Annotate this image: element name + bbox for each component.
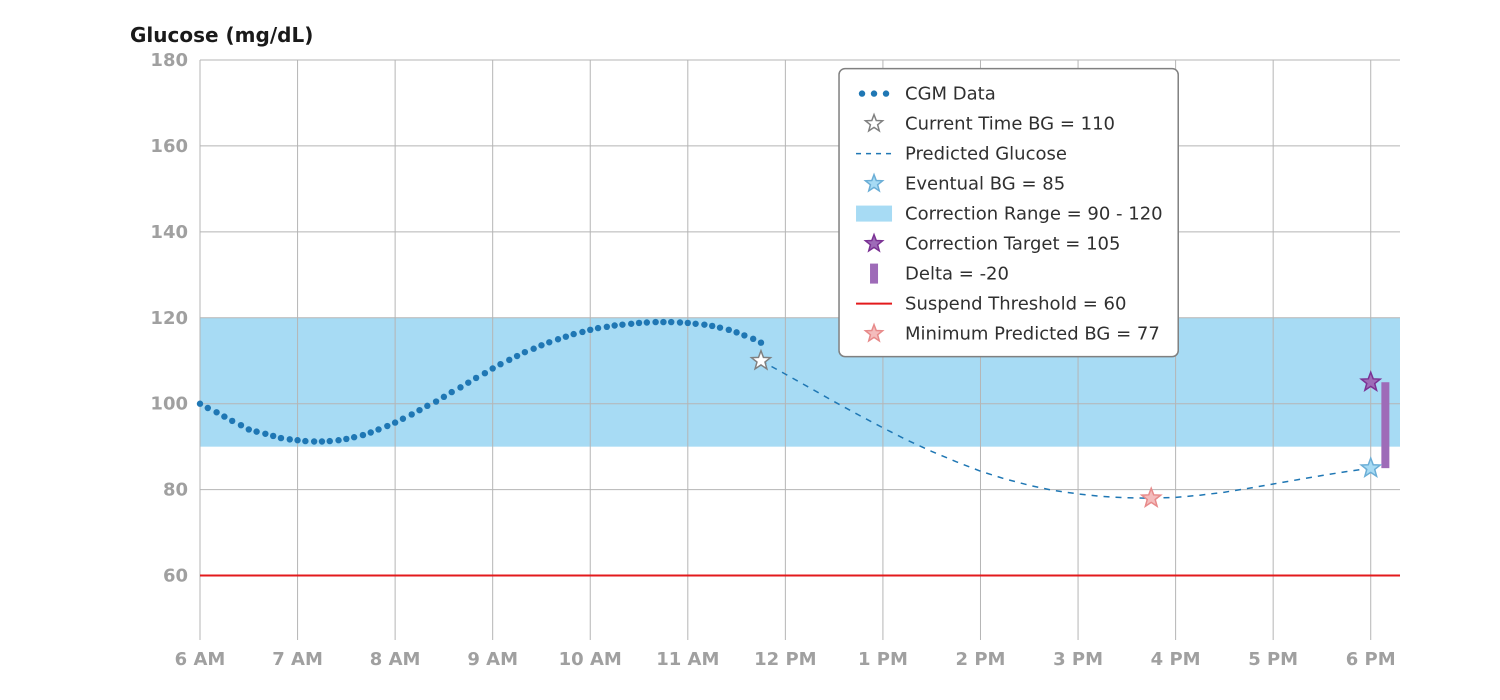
glucose-chart: 6 AM 7 AM 8 AM 9 AM 10 AM 11 AM 12 PM 1 PM 2 PM 3… — [0, 0, 1500, 700]
y-tick-label: 180 — [150, 50, 188, 71]
legend-label: Correction Target = 105 — [905, 234, 1120, 255]
y-tick-label: 100 — [150, 394, 188, 415]
x-tick-label: 12 PM — [754, 649, 816, 670]
x-tick-label: 9 AM — [467, 649, 518, 670]
y-tick-label: 160 — [150, 136, 188, 157]
legend-label: CGM Data — [905, 84, 996, 105]
x-tick-label: 4 PM — [1151, 649, 1201, 670]
x-tick-label: 8 AM — [370, 649, 421, 670]
y-tick-label: 120 — [150, 308, 188, 329]
chart-title: Glucose (mg/dL) — [130, 23, 313, 47]
y-tick-label: 60 — [163, 566, 188, 587]
legend-label: Eventual BG = 85 — [905, 174, 1065, 195]
x-tick-label: 2 PM — [956, 649, 1006, 670]
y-tick-label: 80 — [163, 480, 188, 501]
x-tick-label: 1 PM — [858, 649, 908, 670]
legend-label: Current Time BG = 110 — [905, 114, 1115, 135]
x-tick-label: 3 PM — [1053, 649, 1103, 670]
legend-label: Minimum Predicted BG = 77 — [905, 324, 1160, 345]
x-tick-label: 6 PM — [1346, 649, 1396, 670]
delta-bar — [1381, 382, 1389, 468]
x-tick-label: 6 AM — [175, 649, 226, 670]
legend-label: Delta = -20 — [905, 264, 1009, 285]
x-tick-label: 5 PM — [1248, 649, 1298, 670]
legend: CGM Data Current Time BG = 110 Predicted G… — [839, 69, 1178, 357]
x-tick-label: 10 AM — [559, 649, 622, 670]
legend-label: Predicted Glucose — [905, 144, 1067, 165]
legend-label: Correction Range = 90 - 120 — [905, 204, 1163, 225]
x-tick-label: 11 AM — [656, 649, 719, 670]
legend-label: Suspend Threshold = 60 — [905, 294, 1126, 315]
y-tick-label: 140 — [150, 222, 188, 243]
x-tick-label: 7 AM — [272, 649, 323, 670]
